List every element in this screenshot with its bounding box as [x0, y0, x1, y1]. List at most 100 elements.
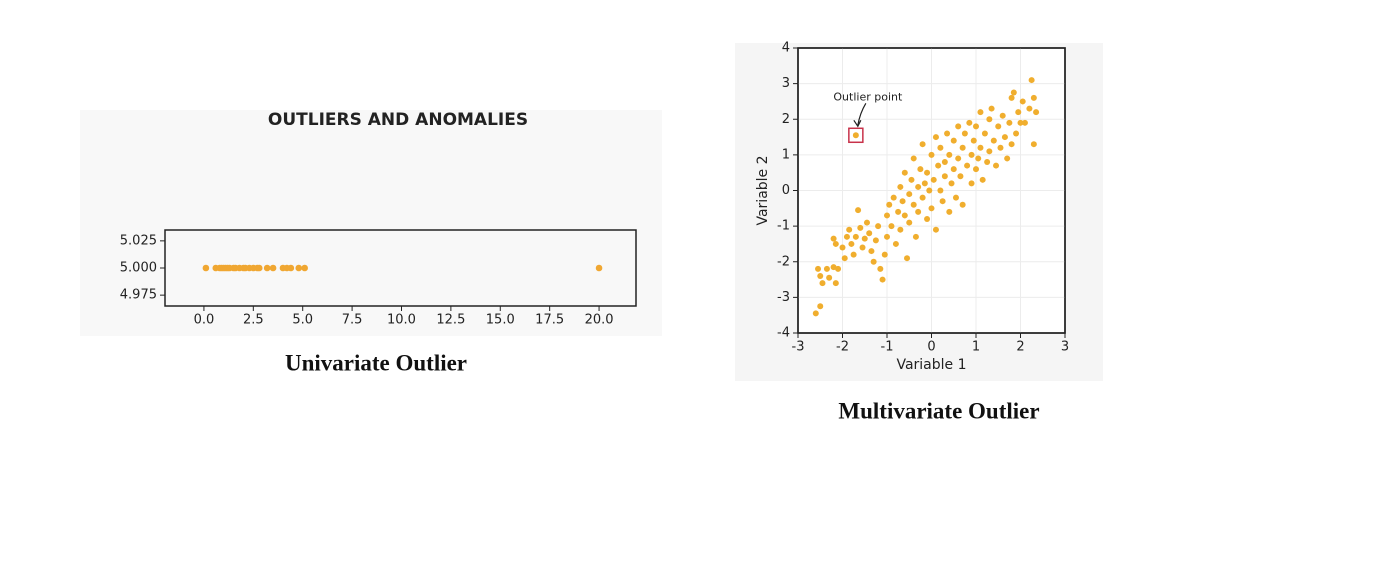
point	[1030, 94, 1037, 101]
point	[906, 219, 913, 226]
point	[287, 264, 295, 272]
point	[928, 205, 935, 212]
point	[888, 223, 895, 230]
y-tick-label: -2	[777, 254, 790, 269]
x-tick-label: 10.0	[387, 313, 416, 328]
point	[973, 123, 979, 130]
x-tick-label: 2.5	[243, 313, 264, 328]
y-tick-label: 2	[782, 112, 790, 127]
point	[870, 258, 877, 265]
point	[263, 264, 271, 272]
point	[890, 194, 897, 201]
point	[897, 183, 904, 190]
point	[855, 207, 862, 214]
point	[819, 280, 826, 287]
arrow-head	[853, 119, 862, 128]
annotation-arrow	[857, 102, 867, 126]
point	[988, 105, 995, 112]
point	[984, 159, 991, 165]
x-tick-label: 1	[972, 340, 980, 355]
point	[924, 169, 931, 176]
point	[959, 201, 966, 208]
point	[937, 187, 944, 194]
point	[1015, 109, 1022, 116]
point	[1013, 130, 1020, 137]
point	[937, 144, 944, 151]
point	[910, 201, 917, 208]
chart-title: OUTLIERS AND ANOMALIES	[268, 110, 528, 130]
point	[950, 137, 957, 144]
y-tick-label: 5.000	[120, 261, 157, 276]
y-tick-label: 0	[782, 183, 790, 198]
point	[973, 166, 979, 173]
point	[950, 166, 957, 173]
point	[830, 235, 837, 242]
point	[1006, 119, 1013, 126]
point	[812, 310, 819, 317]
point	[1008, 141, 1015, 148]
point	[997, 144, 1004, 151]
point	[901, 169, 908, 176]
point	[1019, 98, 1026, 105]
point	[848, 240, 855, 247]
caption: Univariate Outlier	[285, 350, 467, 375]
point	[928, 151, 935, 158]
point	[863, 219, 870, 226]
point	[886, 201, 893, 208]
point	[1004, 155, 1011, 162]
point	[979, 176, 986, 183]
point	[595, 264, 603, 272]
point	[904, 255, 911, 262]
point	[815, 265, 822, 272]
point	[917, 166, 924, 173]
point	[977, 109, 984, 116]
x-tick-label: -1	[881, 340, 894, 355]
point	[915, 183, 922, 190]
x-tick-label: 17.5	[535, 313, 564, 328]
point	[301, 264, 308, 272]
point	[919, 141, 926, 148]
point	[1026, 105, 1033, 112]
point	[839, 244, 846, 251]
point	[946, 151, 953, 158]
point	[857, 224, 864, 231]
point	[915, 208, 922, 215]
point	[912, 233, 919, 240]
x-tick-label: 3	[1061, 340, 1069, 355]
x-tick-label: 0.0	[194, 313, 215, 328]
point	[999, 112, 1006, 119]
point	[868, 248, 875, 255]
point	[944, 130, 951, 137]
point	[952, 194, 959, 201]
point	[861, 235, 868, 242]
point	[932, 134, 939, 141]
point	[955, 155, 962, 162]
point	[939, 198, 946, 205]
point	[879, 276, 886, 283]
point	[986, 116, 993, 123]
point	[955, 123, 962, 130]
outlier-box	[848, 127, 864, 144]
point	[852, 233, 859, 240]
panel-univariate	[80, 110, 662, 336]
point	[995, 123, 1002, 130]
point	[906, 191, 913, 198]
point	[990, 137, 997, 144]
y-tick-label: 4.975	[120, 288, 157, 303]
point	[1033, 109, 1040, 116]
point	[897, 226, 904, 233]
point	[1028, 77, 1035, 84]
point	[948, 180, 955, 187]
x-tick-label: 12.5	[436, 313, 465, 328]
point	[910, 155, 917, 162]
point	[959, 144, 966, 151]
point	[835, 265, 842, 272]
point	[881, 251, 888, 258]
y-tick-label: 1	[782, 147, 790, 162]
x-tick-label: 7.5	[342, 313, 363, 328]
point	[884, 233, 890, 240]
point	[964, 162, 971, 169]
point	[841, 255, 848, 262]
point	[850, 251, 857, 258]
